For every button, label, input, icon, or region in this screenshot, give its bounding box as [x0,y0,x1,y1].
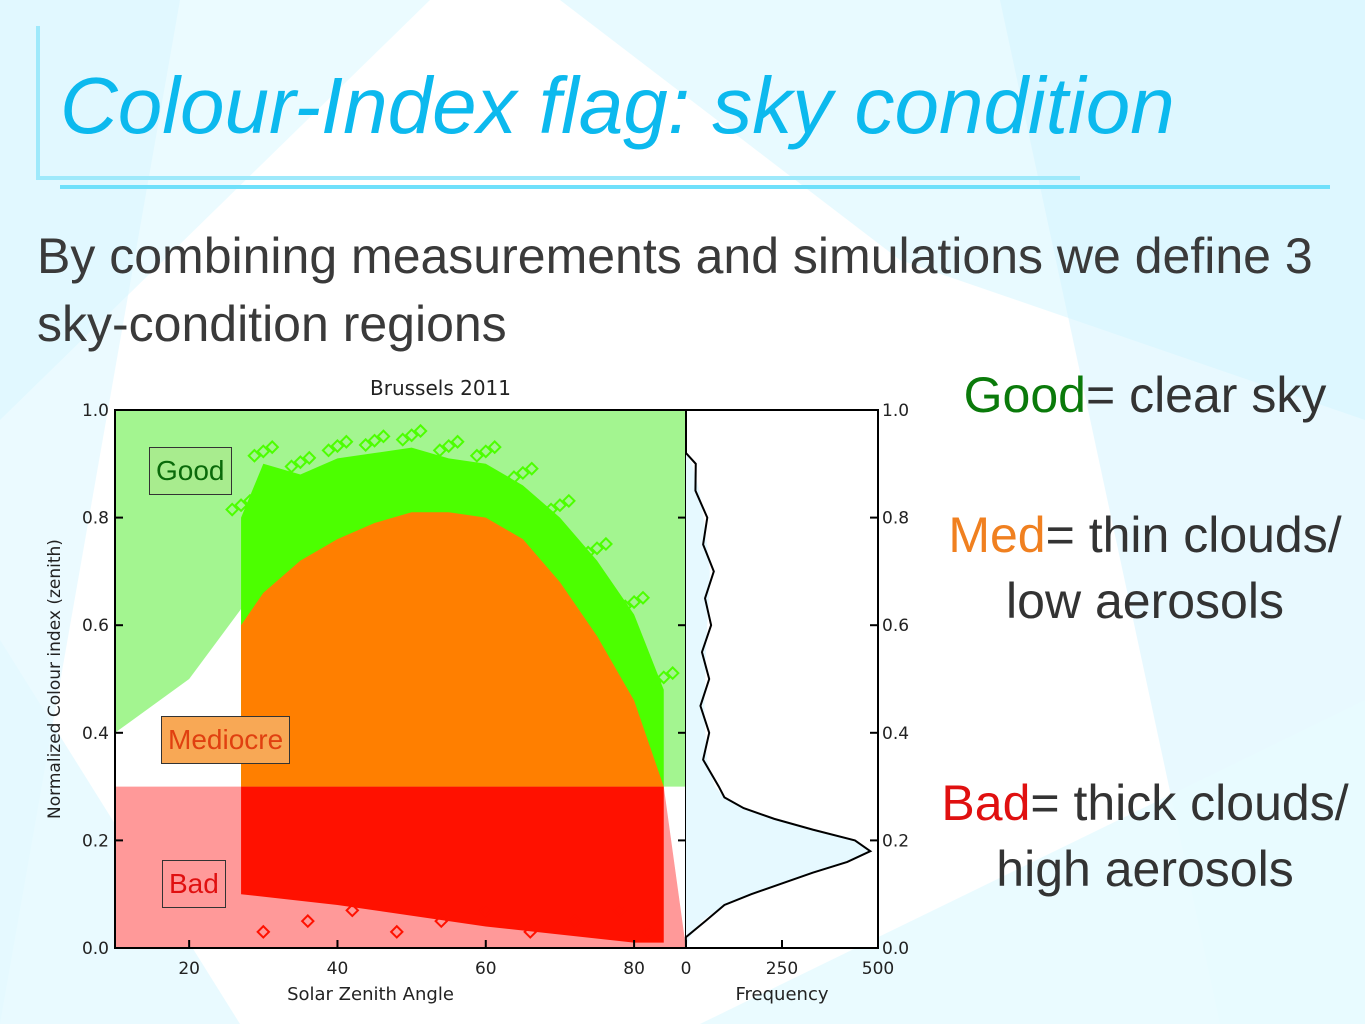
hist-y-tick-label: 0.2 [882,831,909,851]
good-point-marker [413,423,428,439]
chart-title: Brussels 2011 [370,376,511,400]
legend-good: Good= clear sky [935,362,1355,428]
bad-points-cloud [241,786,664,943]
x-axis-label: Solar Zenith Angle [287,984,454,1005]
hist-y-tick-label: 0.4 [882,724,909,744]
x-tick-label: 40 [327,959,349,979]
good-point-marker [515,465,530,481]
mediocre-region-label: Mediocre [161,716,291,764]
good-point-marker [647,674,662,689]
good-point-marker [293,455,308,470]
good-point-marker [404,428,419,443]
legend-good-word: Good [963,367,1086,423]
good-point-marker [376,429,391,444]
y-tick-label: 1.0 [82,401,109,421]
hist-x-tick-label: 500 [862,959,894,979]
good-point-marker [598,536,613,552]
good-point-marker [589,541,605,556]
good-point-marker [358,437,373,453]
bad-point-marker [523,924,538,939]
bad-point-marker [567,914,582,929]
good-point-marker [395,432,410,447]
x-tick-label: 60 [475,959,497,979]
bad-point-marker [478,903,493,918]
good-point-marker [321,443,336,458]
mediocre-points-cloud [241,512,664,787]
y-tick-label: 0.4 [82,724,109,744]
hist-y-tick-label: 0.0 [882,939,909,959]
scatter-plot: Brussels 2011 0.0 0.2 0.4 0.6 0.8 1.0 20 40 60 80 S… [45,376,687,1005]
good-point-marker [233,498,249,513]
legend-med-word: Med [948,507,1046,563]
good-point-marker [543,502,559,517]
good-point-marker [284,459,299,474]
title-frame [36,26,1080,180]
good-region-label: Good [149,447,232,495]
y-tick-label: 0.6 [82,616,109,636]
frequency-line [684,452,873,949]
title-underline [60,185,1330,189]
bad-point-marker [300,914,315,929]
y-tick-label: 0.8 [82,509,109,529]
y-tick-label: 0.2 [82,831,109,851]
good-point-marker [656,670,671,685]
good-point-marker [247,448,262,463]
bad-point-marker [256,924,271,939]
legend-mediocre: Med= thin clouds/ low aerosols [935,502,1355,634]
good-point-marker [469,448,484,463]
legend-bad-word: Bad [941,775,1031,831]
hist-y-tick-label: 0.6 [882,616,909,636]
scatter-histogram-chart: Brussels 2011 0.0 0.2 0.4 0.6 0.8 1.0 20 40 60 80 S… [45,376,909,1005]
good-point-marker [367,433,382,448]
hist-y-tick-label: 0.8 [882,509,909,529]
legend-bad-text: = thick clouds/ high aerosols [996,775,1349,897]
page-title: Colour-Index flag: sky condition [60,61,1175,150]
good-point-marker [524,461,539,476]
good-point-marker [339,434,354,449]
bad-point-marker [641,924,656,939]
good-point-marker [478,444,493,459]
hist-x-tick-label: 0 [681,959,692,979]
bad-point-marker [345,903,360,918]
good-point-marker [265,440,280,455]
good-point-marker [487,440,502,455]
hist-x-axis-label: Frequency [736,984,829,1005]
y-axis-label: Normalized Colour index (zenith) [45,539,65,819]
histogram-area [686,453,871,948]
legend-med-text: = thin clouds/ low aerosols [1006,507,1342,629]
good-point-marker [635,590,651,605]
good-point-marker [302,450,317,465]
good-point-marker [225,502,240,517]
good-point-marker [432,443,447,458]
legend-bad: Bad= thick clouds/ high aerosols [935,770,1355,902]
good-point-marker [665,666,680,681]
good-point-marker [618,599,633,614]
good-point-marker [552,498,568,513]
good-point-marker [506,470,522,485]
good-point-marker [330,438,345,454]
hist-y-tick-label: 1.0 [882,401,909,421]
bad-point-marker [389,924,404,939]
good-point-marker [450,434,465,449]
good-point-marker [441,438,456,454]
histogram-plot: 0.0 0.2 0.4 0.6 0.8 1.0 0 250 500 Frequency [681,401,909,1005]
legend-good-text: = clear sky [1085,367,1327,423]
x-tick-label: 80 [623,959,645,979]
bad-region-label: Bad [162,860,226,908]
bad-point-marker [434,914,449,929]
good-point-marker [627,594,642,610]
good-point-marker [581,545,596,560]
good-point-marker [561,493,576,508]
slide-subtitle: By combining measurements and simulation… [37,228,1313,352]
good-point-marker [256,444,271,459]
hist-x-tick-label: 250 [766,959,798,979]
good-point-marker [242,493,258,508]
x-tick-label: 20 [178,959,200,979]
y-tick-label: 0.0 [82,939,109,959]
bad-point-marker [612,903,627,918]
